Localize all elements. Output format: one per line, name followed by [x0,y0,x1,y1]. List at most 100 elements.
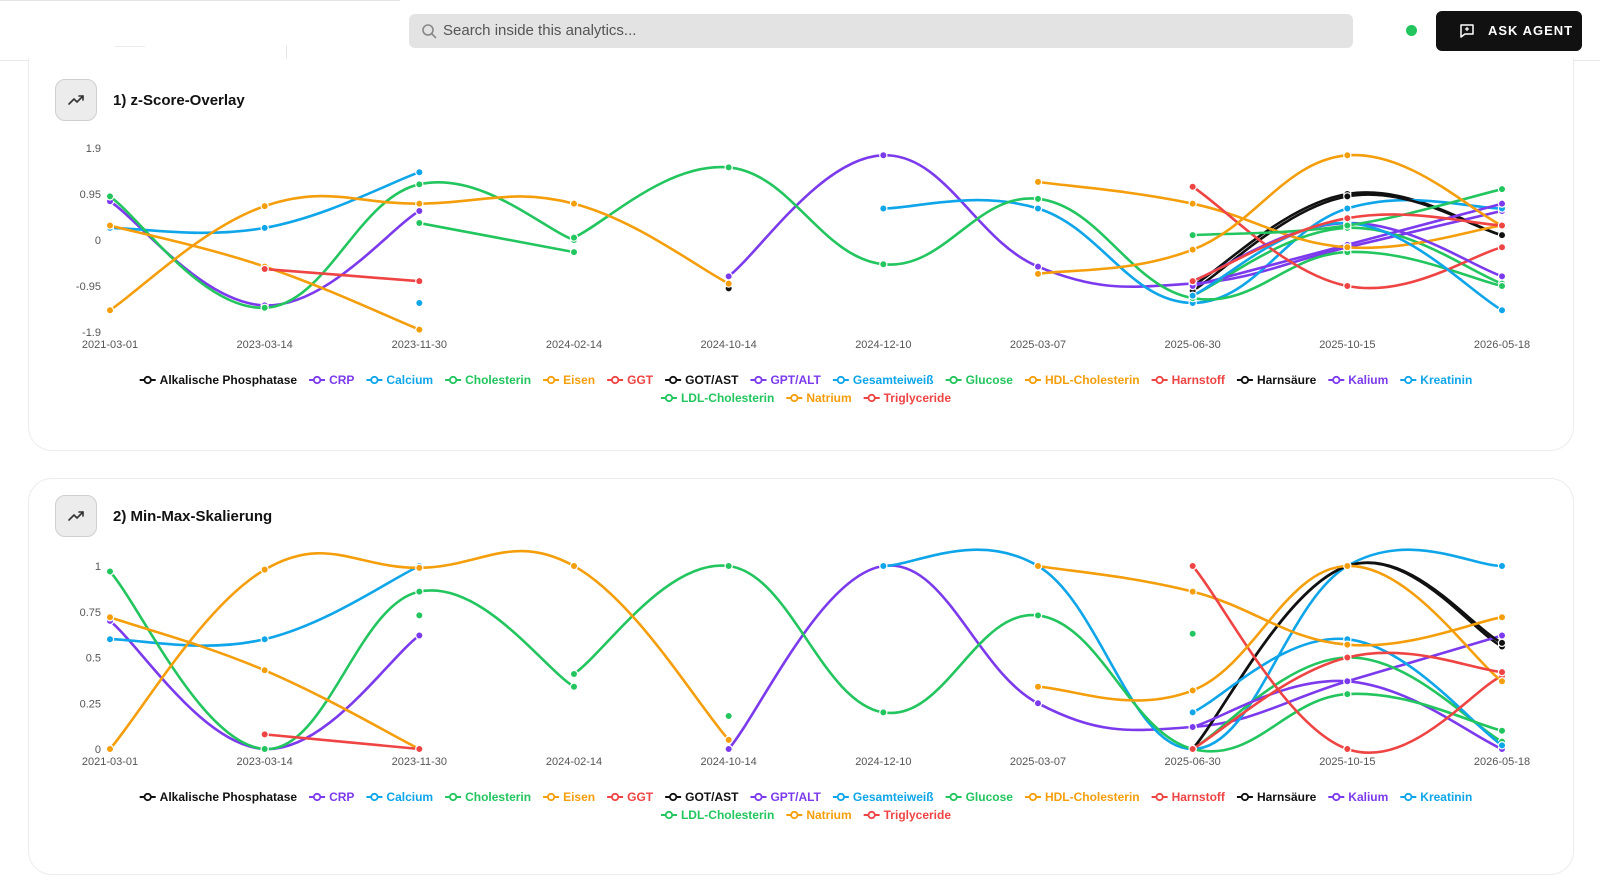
series-calcium[interactable] [105,548,1507,754]
legend-item-alkalische-phosphatase[interactable]: Alkalische Phosphatase [139,373,298,387]
data-point[interactable] [1343,281,1352,291]
data-point[interactable] [1497,667,1507,677]
data-point[interactable] [1497,199,1507,208]
data-point[interactable] [260,303,269,312]
data-point[interactable] [105,306,115,315]
series-ldl-cholesterin[interactable] [415,611,1197,721]
series-gpt-alt[interactable] [1188,677,1507,754]
legend-item-hdl-cholesterin[interactable]: HDL-Cholesterin [1024,790,1140,804]
data-point[interactable] [415,298,424,308]
series-harnstoff[interactable] [1188,182,1507,291]
data-point[interactable] [105,221,115,230]
data-point[interactable] [1033,194,1043,204]
legend-item-triglyceride[interactable]: Triglyceride [863,391,952,405]
legend-item-kalium[interactable]: Kalium [1328,790,1388,804]
data-point[interactable] [1497,184,1507,194]
data-point[interactable] [1188,629,1197,638]
data-point[interactable] [1188,561,1197,571]
data-point[interactable] [1188,708,1197,717]
legend-item-kreatinin[interactable]: Kreatinin [1400,373,1472,387]
data-point[interactable] [724,735,733,745]
data-point[interactable] [1188,276,1197,286]
data-point[interactable] [415,563,424,573]
data-point[interactable] [1033,561,1043,571]
data-point[interactable] [415,218,424,228]
legend-item-kalium[interactable]: Kalium [1328,373,1388,387]
legend-item-gpt-alt[interactable]: GPT/ALT [750,790,822,804]
legend-item-gesamteiweiss[interactable]: Gesamteiweiß [832,790,934,804]
data-point[interactable] [105,613,115,622]
data-point[interactable] [415,611,424,620]
legend-item-cholesterin[interactable]: Cholesterin [445,373,531,387]
data-point[interactable] [879,151,888,160]
data-point[interactable] [1497,243,1507,252]
legend-item-eisen[interactable]: Eisen [543,373,595,387]
data-point[interactable] [1343,221,1352,230]
data-point[interactable] [1497,221,1507,230]
data-point[interactable] [1343,677,1352,686]
chart-type-button[interactable] [55,495,97,537]
data-point[interactable] [1343,204,1352,213]
legend-item-glucose[interactable]: Glucose [945,373,1014,387]
legend-item-ggt[interactable]: GGT [607,790,654,804]
data-point[interactable] [1497,281,1507,291]
chart-type-button[interactable] [55,79,97,121]
data-point[interactable] [1497,306,1507,315]
legend-item-natrium[interactable]: Natrium [786,808,852,822]
data-point[interactable] [879,204,888,213]
series-gesamteiweiss[interactable] [415,298,424,308]
data-point[interactable] [1188,245,1197,254]
legend-item-ggt[interactable]: GGT [607,373,654,387]
data-point[interactable] [1033,611,1043,620]
data-point[interactable] [724,711,733,721]
data-point[interactable] [879,260,888,269]
series-ggt[interactable] [260,730,424,754]
data-point[interactable] [1033,177,1043,187]
legend-item-calcium[interactable]: Calcium [366,790,433,804]
data-point[interactable] [1497,272,1507,281]
data-point[interactable] [879,708,888,717]
series-natrium[interactable] [105,549,1507,754]
legend-item-hdl-cholesterin[interactable]: HDL-Cholesterin [1024,373,1140,387]
data-point[interactable] [1497,638,1507,648]
data-point[interactable] [415,325,424,334]
data-point[interactable] [260,744,269,754]
search-input[interactable]: Search inside this analytics... [409,14,1353,48]
legend-item-crp[interactable]: CRP [309,790,354,804]
legend-item-harnsaeure[interactable]: Harnsäure [1236,373,1317,387]
legend-item-eisen[interactable]: Eisen [543,790,595,804]
data-point[interactable] [105,634,115,644]
legend-item-gesamteiweiss[interactable]: Gesamteiweiß [832,373,934,387]
data-point[interactable] [260,730,269,739]
legend-item-natrium[interactable]: Natrium [786,391,852,405]
data-point[interactable] [1033,699,1043,708]
data-point[interactable] [1497,561,1507,571]
data-point[interactable] [1497,613,1507,622]
series-triglyceride[interactable] [1188,651,1507,754]
legend-item-harnstoff[interactable]: Harnstoff [1151,790,1226,804]
data-point[interactable] [1033,204,1043,213]
ask-agent-button[interactable]: ASK AGENT [1436,11,1582,51]
series-ggt[interactable] [260,264,424,286]
legend-item-ldl-cholesterin[interactable]: LDL-Cholesterin [660,391,774,405]
series-got-ast[interactable] [724,192,1507,296]
data-point[interactable] [260,223,269,233]
legend-item-alkalische-phosphatase[interactable]: Alkalische Phosphatase [139,790,298,804]
legend-item-harnstoff[interactable]: Harnstoff [1151,373,1226,387]
data-point[interactable] [415,276,424,286]
data-point[interactable] [260,666,269,675]
series-hdl-cholesterin[interactable] [1033,177,1507,252]
data-point[interactable] [724,272,733,281]
data-point[interactable] [1188,722,1197,732]
data-point[interactable] [724,744,733,754]
data-point[interactable] [1497,741,1507,750]
data-point[interactable] [1188,686,1197,695]
data-point[interactable] [415,587,424,596]
data-point[interactable] [1033,262,1043,271]
data-point[interactable] [1188,182,1197,191]
data-point[interactable] [1343,561,1352,571]
data-point[interactable] [879,561,888,571]
data-point[interactable] [415,631,424,640]
data-point[interactable] [1343,192,1352,201]
data-point[interactable] [1033,682,1043,691]
